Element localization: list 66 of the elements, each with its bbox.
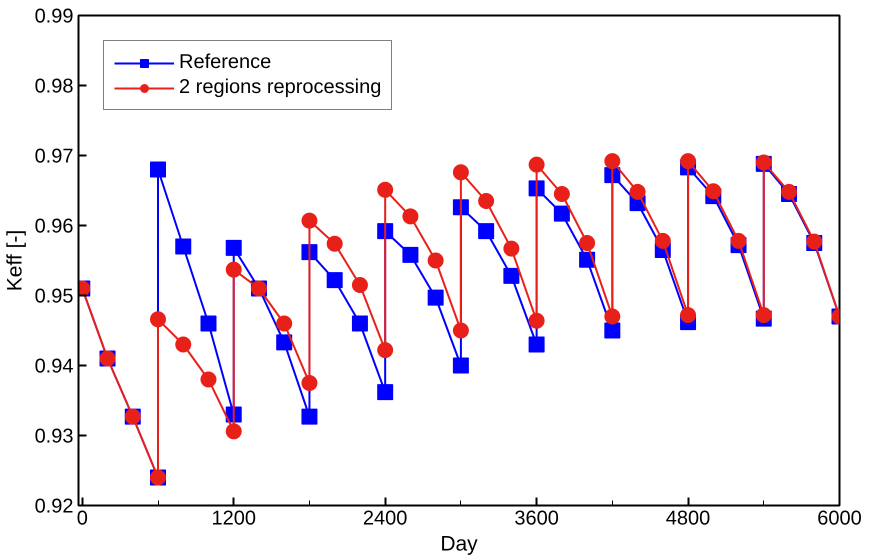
- x-tick-label: 1200: [211, 508, 256, 530]
- point: [226, 423, 242, 440]
- point: [226, 262, 242, 278]
- point: [301, 408, 318, 425]
- point: [428, 290, 444, 306]
- point: [503, 268, 520, 284]
- point: [452, 322, 469, 338]
- x-tick-label: 4800: [666, 508, 710, 530]
- point: [478, 223, 494, 240]
- x-tick-label: 6000: [817, 508, 862, 530]
- point: [200, 372, 216, 388]
- point: [326, 272, 343, 288]
- point: [352, 277, 368, 293]
- y-tick-label: 0.95: [34, 286, 74, 308]
- point: [377, 342, 394, 358]
- point: [554, 186, 570, 202]
- point: [756, 307, 772, 324]
- point: [452, 358, 469, 374]
- point: [428, 252, 444, 268]
- point: [326, 236, 343, 252]
- point: [276, 334, 292, 350]
- point: [528, 156, 545, 173]
- point: [301, 375, 318, 391]
- y-tick-label: 0.94: [34, 356, 74, 378]
- point: [150, 162, 166, 178]
- point: [730, 232, 747, 249]
- point: [150, 311, 166, 328]
- x-tick-label: 0: [76, 508, 88, 530]
- point: [604, 322, 620, 338]
- point: [554, 206, 570, 222]
- point: [503, 240, 520, 257]
- point: [276, 316, 292, 332]
- y-tick-label: 0.92: [34, 496, 74, 518]
- point: [630, 184, 646, 200]
- point: [402, 208, 418, 224]
- x-tick-label: 3600: [514, 508, 559, 530]
- point: [478, 193, 494, 209]
- y-tick-label: 0.99: [34, 6, 74, 28]
- point: [579, 235, 596, 251]
- x-axis-title: Day: [440, 532, 478, 556]
- y-tick-label: 0.98: [34, 76, 74, 98]
- point: [352, 316, 368, 332]
- point: [528, 336, 545, 352]
- y-tick-label: 0.96: [34, 216, 74, 238]
- point: [452, 164, 469, 180]
- legend-label: Reference: [179, 51, 272, 74]
- point: [705, 183, 722, 200]
- point: [175, 336, 192, 352]
- y-tick-label: 0.93: [34, 426, 74, 448]
- point: [175, 238, 192, 254]
- point: [604, 308, 620, 324]
- point: [604, 153, 620, 170]
- point: [301, 212, 318, 229]
- point: [200, 316, 216, 332]
- legend-label: 2 regions reprocessing: [179, 76, 382, 99]
- point: [377, 384, 394, 400]
- point: [680, 307, 696, 324]
- point: [226, 240, 242, 256]
- point: [680, 153, 696, 170]
- point: [402, 246, 418, 263]
- point: [654, 232, 671, 249]
- point: [377, 182, 394, 198]
- y-axis-title: Keff [-]: [4, 230, 27, 292]
- point: [528, 312, 545, 329]
- x-tick-label: 2400: [362, 508, 408, 530]
- y-tick-label: 0.97: [34, 146, 74, 168]
